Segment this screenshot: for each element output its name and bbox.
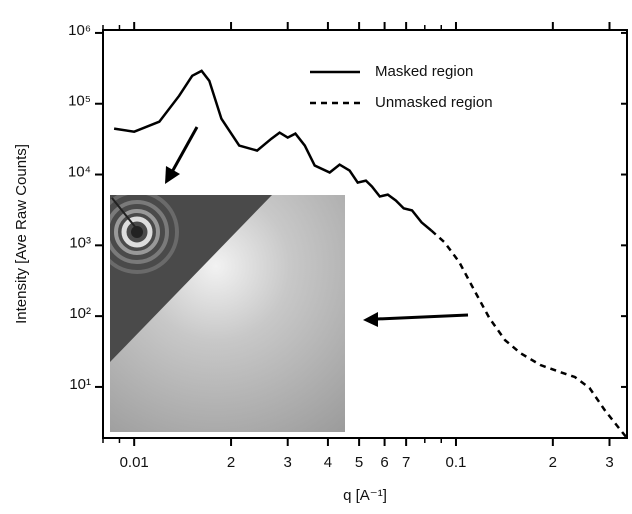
x-tick-label: 7 <box>402 454 410 471</box>
x-tick-label: 6 <box>380 454 388 471</box>
x-tick-label: 4 <box>324 454 332 471</box>
x-tick-label: 0.01 <box>120 454 149 471</box>
y-tick-label: 10² <box>69 305 91 322</box>
series-line <box>430 229 628 439</box>
y-tick-label: 10⁵ <box>68 93 91 110</box>
series-line <box>113 69 433 232</box>
y-tick-label: 10³ <box>69 234 91 251</box>
y-axis-label: Intensity [Ave Raw Counts] <box>13 144 30 324</box>
y-tick-label: 10⁴ <box>68 164 91 181</box>
x-tick-label: 0.1 <box>446 454 467 471</box>
y-tick-label: 10⁶ <box>68 22 91 39</box>
x-tick-label: 3 <box>605 454 613 471</box>
x-tick-label: 2 <box>227 454 235 471</box>
x-tick-label: 2 <box>549 454 557 471</box>
plot-frame <box>102 29 628 439</box>
legend-label: Masked region <box>375 63 473 80</box>
x-tick-label: 5 <box>355 454 363 471</box>
inset-image <box>110 195 345 432</box>
legend-label: Unmasked region <box>375 94 493 111</box>
x-tick-label: 3 <box>284 454 292 471</box>
x-axis-label: q [A⁻¹] <box>343 487 387 504</box>
arrows <box>165 126 469 327</box>
y-tick-label: 10¹ <box>69 376 91 393</box>
